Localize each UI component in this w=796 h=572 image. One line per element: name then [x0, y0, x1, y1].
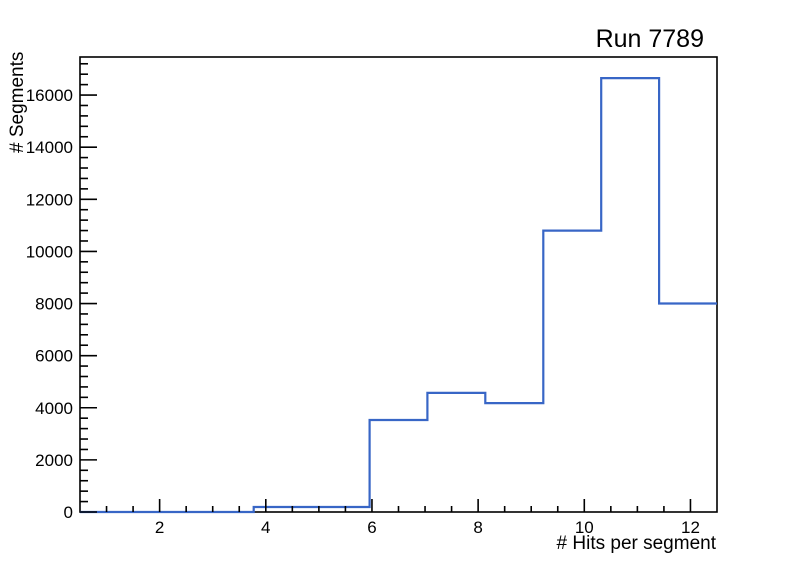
x-axis-label: # Hits per segment [556, 533, 716, 554]
y-tick-label: 12000 [26, 190, 73, 209]
y-tick-label: 10000 [26, 242, 73, 261]
y-tick-label: 14000 [26, 138, 73, 157]
x-tick-label: 4 [261, 518, 270, 537]
y-tick-label: 16000 [26, 86, 73, 105]
x-tick-label: 6 [367, 518, 376, 537]
y-tick-label: 4000 [35, 399, 73, 418]
y-axis-label: # Segments [7, 51, 28, 153]
x-tick-label: 2 [155, 518, 164, 537]
plot-frame [79, 56, 718, 513]
x-tick-label: 8 [473, 518, 482, 537]
histogram-line [80, 77, 717, 514]
y-tick-label: 6000 [35, 347, 73, 366]
y-tick-label: 8000 [35, 295, 73, 314]
x-tick-label: 12 [681, 518, 700, 537]
y-tick-label: 2000 [35, 451, 73, 470]
plot-title: Run 7789 [595, 25, 704, 53]
y-tick-label: 0 [64, 503, 73, 522]
x-tick-label: 10 [575, 518, 594, 537]
